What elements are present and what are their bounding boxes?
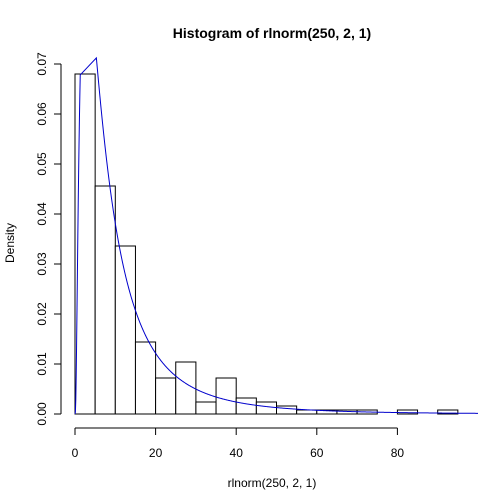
- y-tick-label-2: 0.02: [35, 302, 49, 326]
- y-tick-label-0: 0.00: [35, 402, 49, 426]
- histogram-bar-1: [94, 185, 116, 415]
- x-tick-label-2: 40: [230, 446, 244, 460]
- x-axis: 0 20 40 60 80: [72, 427, 405, 460]
- y-tick-label-1: 0.01: [35, 352, 49, 376]
- x-tick-label-4: 80: [391, 446, 405, 460]
- histogram-bar-10: [276, 405, 298, 415]
- y-axis: 0.00 0.01 0.02 0.03 0.04 0.05 0.06 0.07: [35, 52, 62, 426]
- histogram-bar-18: [437, 409, 459, 415]
- histogram-bar-16: [396, 409, 419, 415]
- histogram-bar-6: [195, 401, 217, 415]
- histogram-bar-5: [175, 361, 197, 415]
- y-tick-label-3: 0.03: [35, 252, 49, 276]
- x-tick-label-0: 0: [72, 446, 79, 460]
- chart-title: Histogram of rlnorm(250, 2, 1): [173, 25, 371, 41]
- y-tick-label-6: 0.06: [35, 102, 49, 126]
- y-tick-label-4: 0.04: [35, 202, 49, 226]
- histogram-bar-3: [134, 341, 157, 415]
- histogram-bar-8: [235, 397, 257, 415]
- y-tick-label-5: 0.05: [35, 152, 49, 176]
- x-tick-label-1: 20: [149, 446, 163, 460]
- x-tick-label-3: 60: [310, 446, 324, 460]
- histogram-bars: [74, 73, 459, 415]
- histogram-bar-4: [155, 377, 177, 415]
- histogram-bar-2: [114, 245, 136, 415]
- histogram-bar-9: [255, 401, 278, 415]
- y-axis-label: Density: [3, 223, 17, 263]
- histogram-bar-7: [215, 377, 237, 415]
- x-axis-label: rlnorm(250, 2, 1): [228, 476, 317, 490]
- y-tick-label-7: 0.07: [35, 52, 49, 76]
- density-curve: [74, 56, 478, 415]
